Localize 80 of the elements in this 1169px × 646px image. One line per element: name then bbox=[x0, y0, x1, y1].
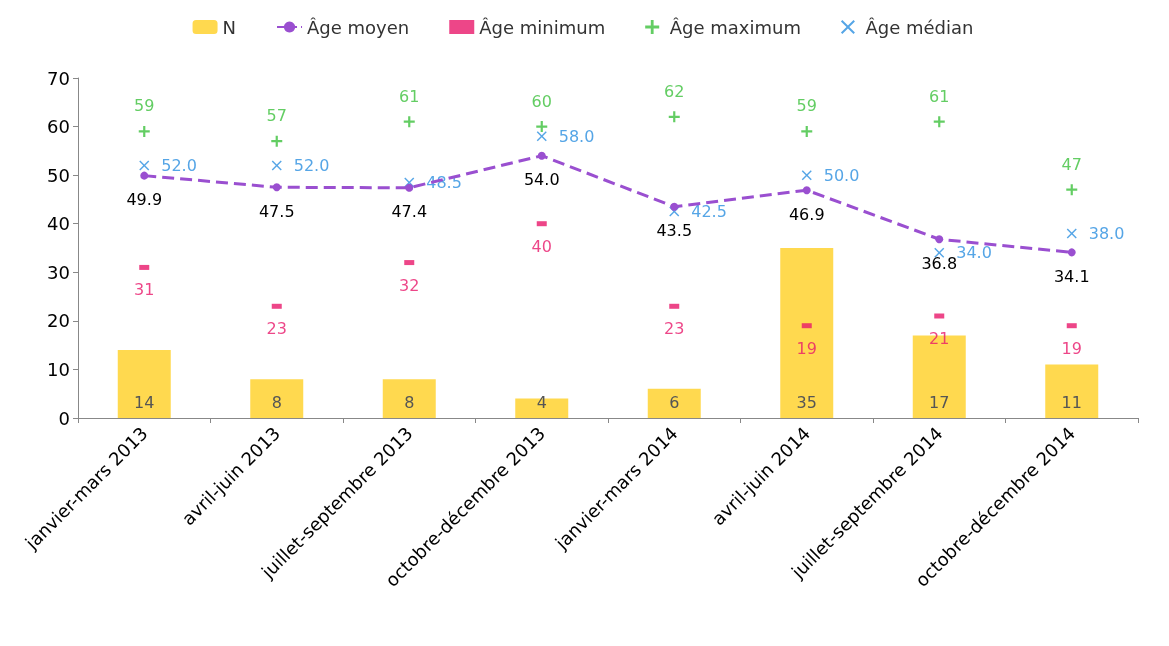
point bbox=[802, 186, 811, 195]
y-tick-label: 0 bbox=[58, 407, 70, 429]
y-tick-label: 30 bbox=[47, 261, 70, 283]
data-label: 34.1 bbox=[1053, 266, 1090, 286]
point bbox=[801, 125, 813, 137]
data-label: 17 bbox=[929, 392, 950, 412]
point bbox=[536, 121, 548, 133]
bar bbox=[1045, 364, 1099, 418]
y-tick-label: 70 bbox=[47, 67, 70, 89]
data-label: 50.0 bbox=[823, 165, 860, 185]
data-label: 6 bbox=[669, 392, 680, 412]
data-label: 49.9 bbox=[126, 190, 163, 210]
point bbox=[801, 170, 812, 181]
point bbox=[271, 160, 282, 171]
point bbox=[272, 183, 281, 192]
data-label: 19 bbox=[796, 338, 817, 358]
bar bbox=[117, 350, 171, 418]
data-label: 47.5 bbox=[258, 201, 295, 221]
data-label: 46.9 bbox=[788, 204, 825, 224]
point bbox=[405, 183, 414, 192]
point bbox=[1067, 248, 1076, 257]
data-label: 11 bbox=[1061, 392, 1082, 412]
point bbox=[934, 247, 945, 258]
data-label: 32 bbox=[399, 275, 420, 295]
bar bbox=[250, 379, 304, 418]
data-label: 61 bbox=[399, 86, 420, 106]
data-label: 54.0 bbox=[523, 170, 560, 190]
data-label: 47.4 bbox=[391, 202, 428, 222]
data-label: 23 bbox=[266, 319, 287, 339]
data-label: 38.0 bbox=[1088, 223, 1125, 243]
point bbox=[536, 131, 547, 142]
y-tick-label: 40 bbox=[47, 213, 70, 235]
point bbox=[935, 235, 944, 244]
bar bbox=[515, 398, 569, 418]
data-label: 62 bbox=[664, 81, 685, 101]
data-label: 8 bbox=[271, 392, 282, 412]
point bbox=[271, 135, 283, 147]
bar bbox=[780, 248, 834, 418]
y-tick-label: 60 bbox=[47, 116, 70, 138]
y-tick-label: 20 bbox=[47, 310, 70, 332]
data-label: 61 bbox=[929, 86, 950, 106]
data-label: 35 bbox=[796, 392, 817, 412]
data-label: 60 bbox=[531, 91, 552, 111]
data-label: 4 bbox=[536, 392, 547, 412]
data-label: 58.0 bbox=[558, 126, 595, 146]
bar bbox=[647, 388, 701, 418]
data-label: 31 bbox=[134, 280, 155, 300]
data-label: 34.0 bbox=[956, 243, 992, 263]
point bbox=[668, 111, 680, 123]
legend-label: Âge moyen bbox=[307, 16, 410, 38]
data-label: 14 bbox=[134, 392, 155, 412]
data-label: 42.5 bbox=[691, 202, 727, 222]
y-tick-label: 50 bbox=[47, 164, 70, 186]
point bbox=[140, 171, 149, 180]
data-label: 59 bbox=[134, 96, 155, 116]
data-label: 36.8 bbox=[921, 253, 958, 273]
legend-label: Âge maximum bbox=[669, 16, 801, 38]
data-label: 59 bbox=[796, 96, 817, 116]
bar bbox=[382, 379, 436, 418]
point bbox=[139, 160, 150, 171]
data-label: 8 bbox=[404, 392, 415, 412]
legend-label: Âge médian bbox=[865, 16, 974, 38]
point bbox=[138, 125, 150, 137]
y-tick-label: 10 bbox=[47, 358, 70, 380]
data-label: 40 bbox=[531, 236, 552, 256]
data-label: 43.5 bbox=[656, 221, 693, 241]
data-label: 52.0 bbox=[161, 155, 197, 175]
legend-label: Âge minimum bbox=[479, 16, 606, 38]
point bbox=[537, 151, 546, 160]
data-label: 19 bbox=[1061, 338, 1082, 358]
legend-label: N bbox=[222, 16, 237, 38]
point bbox=[1066, 228, 1077, 239]
data-label: 52.0 bbox=[293, 155, 330, 175]
point bbox=[1066, 184, 1078, 196]
data-label: 23 bbox=[664, 319, 685, 339]
data-label: 47 bbox=[1061, 154, 1082, 174]
data-label: 57 bbox=[266, 106, 287, 126]
point bbox=[933, 116, 945, 128]
point bbox=[670, 202, 679, 211]
point bbox=[403, 116, 415, 128]
